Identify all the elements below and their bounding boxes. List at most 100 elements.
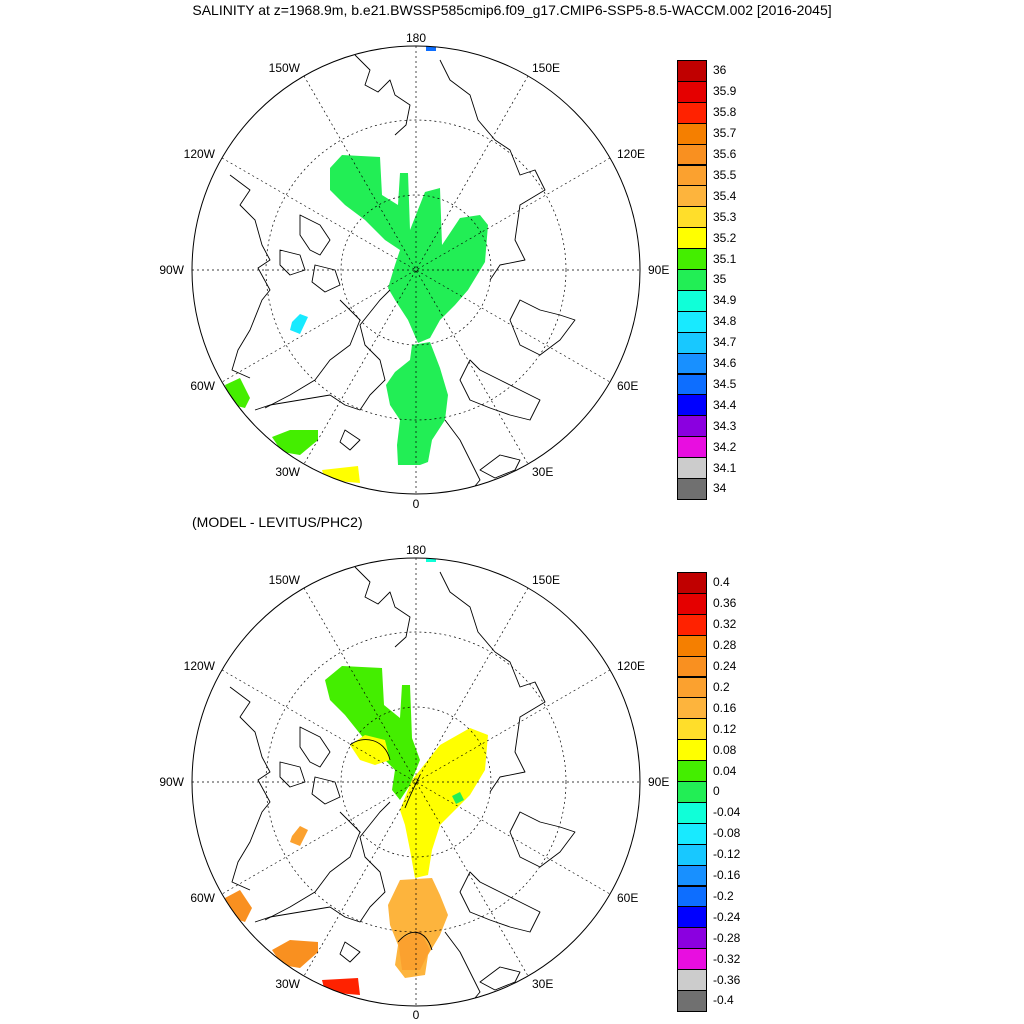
- colorbar-tick-label: -0.24: [713, 909, 741, 924]
- colorbar-swatch: [677, 885, 707, 908]
- colorbar-swatch: [677, 101, 707, 124]
- field-siberian-green: [325, 666, 420, 800]
- colorbar-tick-label: 0.12: [713, 721, 737, 736]
- lon-label-60w: 60W: [190, 891, 215, 905]
- colorbar-tick-label: 36: [713, 63, 727, 78]
- field-beaufort-spot: [290, 314, 308, 334]
- colorbar-tick-label: 35.3: [713, 209, 737, 224]
- colorbar-swatch: [677, 927, 707, 950]
- colorbar-swatch: [677, 948, 707, 971]
- colorbar-tick-label: -0.04: [713, 805, 741, 820]
- colorbar-tick-label: 35.1: [713, 251, 737, 266]
- colorbar-tick-label: -0.32: [713, 951, 741, 966]
- colorbar-tick-label: 34.1: [713, 460, 737, 475]
- colorbar-swatch: [677, 394, 707, 417]
- zero-contours: [349, 739, 433, 951]
- colorbar-swatch: [677, 457, 707, 479]
- lon-label-30w: 30W: [275, 977, 300, 991]
- colorbar-swatch: [677, 122, 707, 145]
- colorbar-swatch: [677, 781, 707, 803]
- field-fram-strait: [386, 342, 448, 465]
- lon-label-60w: 60W: [190, 379, 215, 393]
- lon-label-120e: 120E: [617, 659, 645, 673]
- colorbar-tick-label: 34.8: [713, 314, 737, 329]
- field-labrador-orange: [272, 940, 318, 968]
- colorbar-tick-label: 35.7: [713, 126, 737, 141]
- colorbar-swatch: [677, 164, 707, 187]
- figure-title: SALINITY at z=1968.9m, b.e21.BWSSP585cmi…: [192, 2, 832, 18]
- colorbar-swatch: [677, 143, 707, 166]
- colorbar-tick-label: -0.16: [713, 868, 741, 883]
- colorbar-swatch: [677, 415, 707, 438]
- field-central-arctic: [330, 155, 488, 343]
- colorbar-tick-label: 0.24: [713, 659, 737, 674]
- field-siberian-yellow-blob: [350, 735, 390, 765]
- colorbar-swatch: [677, 80, 707, 103]
- colorbar-tick-label: 34.2: [713, 439, 737, 454]
- colorbar-swatch: [677, 572, 707, 594]
- lon-label-120e: 120E: [617, 147, 645, 161]
- salinity-field: [225, 46, 488, 483]
- colorbar-tick-label: 35.5: [713, 167, 737, 182]
- field-fram-inner-orange: [398, 930, 430, 970]
- colorbar-tick-label: -0.2: [713, 888, 734, 903]
- colorbar-swatch: [677, 206, 707, 229]
- panel-2-heading: (MODEL - LEVITUS/PHC2): [192, 514, 363, 530]
- lon-label-150e: 150E: [532, 573, 560, 587]
- colorbar-tick-label: -0.12: [713, 847, 741, 862]
- colorbar-swatch: [677, 822, 707, 845]
- colorbar-swatch: [677, 739, 707, 762]
- lon-label-30e: 30E: [532, 465, 553, 479]
- colorbar-tick-label: 0.08: [713, 742, 737, 757]
- colorbar-tick-label: 35.2: [713, 230, 737, 245]
- lon-label-180: 180: [406, 31, 426, 45]
- lon-label-30w: 30W: [275, 465, 300, 479]
- colorbar-swatch: [677, 969, 707, 991]
- colorbar-swatch: [677, 436, 707, 459]
- field-labrador: [272, 430, 318, 455]
- colorbar-swatch: [677, 801, 707, 824]
- lon-label-0: 0: [413, 1008, 420, 1022]
- lon-label-180: 180: [406, 543, 426, 557]
- colorbar-swatch: [677, 613, 707, 636]
- colorbar-swatch: [677, 718, 707, 741]
- colorbar-tick-label: 35: [713, 272, 727, 287]
- lon-label-120w: 120W: [184, 659, 216, 673]
- field-beaufort-orange: [290, 826, 308, 846]
- colorbar-swatch: [677, 269, 707, 291]
- lon-label-60e: 60E: [617, 379, 638, 393]
- colorbar-swatch: [677, 906, 707, 929]
- lon-label-0: 0: [413, 497, 420, 511]
- colorbar-tick-label: 0.16: [713, 700, 737, 715]
- colorbar-swatch: [677, 864, 707, 887]
- graticule: [192, 558, 640, 1006]
- colorbar-tick-label: 35.9: [713, 84, 737, 99]
- colorbar-swatch: [677, 352, 707, 375]
- lon-label-150e: 150E: [532, 61, 560, 75]
- map-panel-difference: 180 0 90W 90E 150W 120W 150E 120E 60W 30…: [159, 543, 669, 1022]
- colorbar-tick-label: 35.8: [713, 105, 737, 120]
- colorbar-tick-label: 34.5: [713, 376, 737, 391]
- colorbar-tick-label: 34: [713, 481, 727, 496]
- colorbar-tick-label: 0.32: [713, 617, 737, 632]
- lon-label-90w: 90W: [159, 775, 184, 789]
- field-kara-green: [452, 792, 464, 804]
- colorbar-swatch: [677, 655, 707, 678]
- lon-label-60e: 60E: [617, 891, 638, 905]
- colorbar-swatch: [677, 227, 707, 250]
- colorbar-tick-label: 0.28: [713, 638, 737, 653]
- lon-label-150w: 150W: [269, 573, 301, 587]
- field-eurasian-yellow: [400, 728, 488, 878]
- colorbar-tick-label: 34.6: [713, 356, 737, 371]
- colorbar-tick-label: -0.4: [713, 993, 734, 1008]
- colorbar-swatch: [677, 634, 707, 657]
- colorbar-tick-label: 34.7: [713, 335, 737, 350]
- colorbar-swatch: [677, 843, 707, 866]
- colorbar-tick-label: 0.4: [713, 575, 730, 590]
- colorbar-swatch: [677, 331, 707, 354]
- lon-label-30e: 30E: [532, 977, 553, 991]
- lon-label-90e: 90E: [648, 775, 669, 789]
- colorbar-tick-label: 34.3: [713, 418, 737, 433]
- colorbar-tick-label: 34.4: [713, 397, 737, 412]
